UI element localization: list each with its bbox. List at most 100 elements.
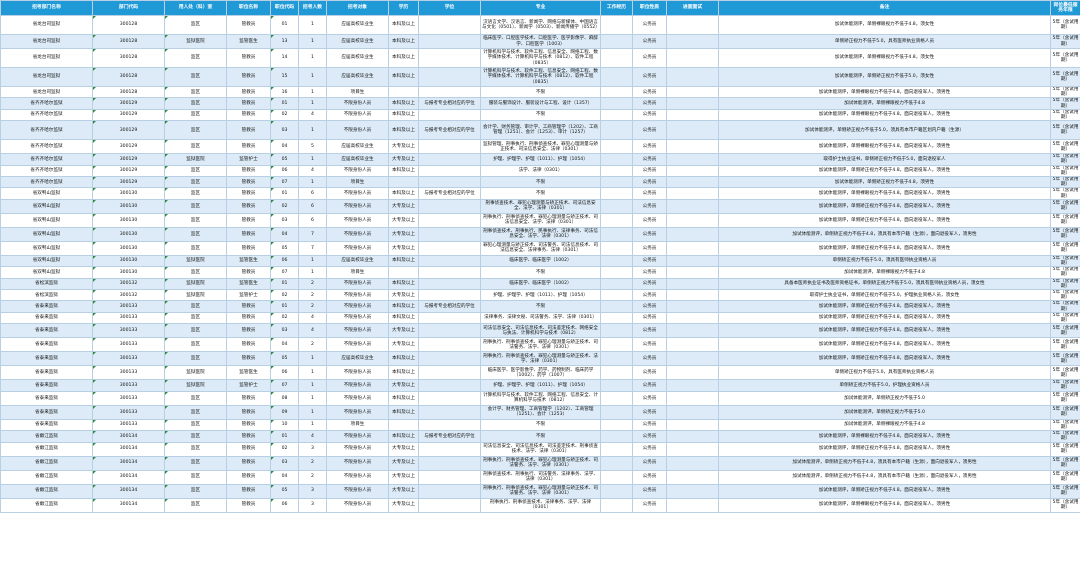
table-cell[interactable]: 加试体能测评，单侧裸眼视力不低于4.8，面向退役军人，须男性 xyxy=(718,85,1051,99)
table-cell[interactable]: 300130 xyxy=(92,198,165,214)
table-cell[interactable]: 公务员 xyxy=(632,15,667,35)
table-cell[interactable]: 计算机科学与技术、软件工程、信息安全、网络工程、数字媒体技术、计算机科学与技术（… xyxy=(480,48,601,68)
table-cell[interactable]: 5年（含试用期） xyxy=(1050,441,1080,457)
table-cell[interactable]: 大专及以上 xyxy=(388,379,419,392)
table-cell[interactable]: 公务员 xyxy=(632,212,667,228)
table-cell[interactable]: 300133 xyxy=(92,300,165,313)
table-cell[interactable] xyxy=(666,483,719,499)
table-cell[interactable]: 不限身份人员 xyxy=(326,289,389,302)
table-cell[interactable]: 大专及以上 xyxy=(388,139,419,155)
table-cell[interactable]: 300133 xyxy=(92,365,165,381)
table-cell[interactable]: 加试体能测评，单侧裸眼视力不低于4.8 xyxy=(718,266,1051,279)
table-cell[interactable]: 省嫩江监狱 xyxy=(0,441,93,457)
table-row[interactable]: 省龙台司监狱 300128 监区 管教员 16 1 项目生 不限 公务员 加试体能测评，单侧裸眼视… xyxy=(0,85,1080,99)
table-cell[interactable] xyxy=(600,108,633,122)
table-cell[interactable]: 02 xyxy=(270,289,299,302)
table-cell[interactable]: 单侧矫正视力不低于5.0，须具有医师执业资格人员 xyxy=(718,254,1051,268)
table-cell[interactable] xyxy=(666,379,719,392)
table-cell[interactable] xyxy=(418,48,481,68)
table-cell[interactable]: 300130 xyxy=(92,226,165,242)
table-cell[interactable] xyxy=(600,418,633,432)
table-cell[interactable] xyxy=(666,365,719,381)
table-cell[interactable]: 4 xyxy=(298,323,327,339)
table-cell[interactable]: 监区 xyxy=(164,48,227,68)
column-header[interactable]: 招考人数 xyxy=(298,0,327,16)
table-cell[interactable]: 公务员 xyxy=(632,153,667,166)
table-cell[interactable] xyxy=(666,289,719,302)
table-cell[interactable]: 1 xyxy=(298,365,327,381)
table-cell[interactable]: 省嫩江监狱 xyxy=(0,430,93,443)
table-cell[interactable] xyxy=(600,176,633,189)
table-cell[interactable]: 300130 xyxy=(92,254,165,268)
table-cell[interactable]: 5年（含试用期） xyxy=(1050,379,1080,392)
table-cell[interactable]: 4 xyxy=(298,108,327,122)
table-cell[interactable]: 大专及以上 xyxy=(388,469,419,485)
table-cell[interactable]: 加试体能测评，单侧裸眼视力不低于4.8，面向退役军人，须男性 xyxy=(718,430,1051,443)
table-cell[interactable] xyxy=(666,97,719,110)
table-cell[interactable]: 监区 xyxy=(164,404,227,420)
table-cell[interactable]: 加试体能测评，单侧裸眼视力不低于4.8，须女性 xyxy=(718,48,1051,68)
table-cell[interactable] xyxy=(666,430,719,443)
table-cell[interactable]: 公务员 xyxy=(632,404,667,420)
table-cell[interactable] xyxy=(666,311,719,325)
table-cell[interactable]: 不限身份人员 xyxy=(326,108,389,122)
table-cell[interactable]: 5年（含试用期） xyxy=(1050,404,1080,420)
table-cell[interactable]: 加试体能测评，单侧矫正视力不低于4.8，面向退役军人，须男性 xyxy=(718,311,1051,325)
table-cell[interactable]: 管教员 xyxy=(226,97,271,110)
table-row[interactable]: 省泰来监狱 300133 监区 管教员 04 2 不限身份人员 大专及以上 刑事执行、刑事侦查技… xyxy=(0,337,1080,353)
table-cell[interactable]: 省泰来监狱 xyxy=(0,300,93,313)
table-cell[interactable]: 省泰来监狱 xyxy=(0,418,93,432)
table-cell[interactable]: 公务员 xyxy=(632,365,667,381)
table-cell[interactable]: 省泰来监狱 xyxy=(0,379,93,392)
table-cell[interactable]: 监狱医院 xyxy=(164,277,227,291)
table-cell[interactable]: 5年（含试用期） xyxy=(1050,469,1080,485)
table-cell[interactable]: 加试体能测评，单侧矫正视力不低于4.8，面向退役军人，须男性 xyxy=(718,240,1051,256)
table-cell[interactable]: 5年（含试用期） xyxy=(1050,108,1080,122)
table-cell[interactable]: 大专及以上 xyxy=(388,455,419,471)
table-cell[interactable]: 公务员 xyxy=(632,266,667,279)
table-cell[interactable]: 管教员 xyxy=(226,323,271,339)
table-cell[interactable]: 5年（含试用期） xyxy=(1050,300,1080,313)
table-cell[interactable] xyxy=(666,48,719,68)
table-cell[interactable]: 300130 xyxy=(92,187,165,200)
table-row[interactable]: 省泰来监狱 300133 监区 管教员 09 1 不限身份人员 本科及以上 会计学、财务管理、工… xyxy=(0,404,1080,420)
table-row[interactable]: 省双鸭山监狱 300130 监狱医院 监管医生 06 1 应届高校毕业生 本科及以上 临床医学、… xyxy=(0,254,1080,268)
table-cell[interactable] xyxy=(600,34,633,49)
table-cell[interactable]: 刑事执行、刑事侦查技术、罪犯心理测量与矫正技术、司法警务、法学、法律（0301） xyxy=(480,483,601,499)
table-row[interactable]: 省齐齐哈尔监狱 300129 监区 管教员 02 4 不限身份人员 本科及以上 不限 公务员 加试体… xyxy=(0,108,1080,122)
table-cell[interactable]: 加试体能测评，单侧矫正视力不低于5.0，须女性 xyxy=(718,67,1051,87)
table-row[interactable]: 省松滨监狱 300132 监狱医院 监管医生 01 2 不限身份人员 本科及以上 临床医学、临床… xyxy=(0,277,1080,291)
table-cell[interactable]: 监区 xyxy=(164,497,227,513)
table-cell[interactable]: 公务员 xyxy=(632,351,667,367)
table-cell[interactable]: 加试体能测评，单侧矫正视力不低于4.8，面向退役军人，须男性 xyxy=(718,337,1051,353)
table-cell[interactable]: 公务员 xyxy=(632,379,667,392)
table-cell[interactable]: 临床医学、口腔医学技术、口腔医学、医学影像学、麻醉学、口腔医学（1003） xyxy=(480,34,601,49)
table-cell[interactable]: 不限 xyxy=(480,418,601,432)
table-cell[interactable]: 1 xyxy=(298,97,327,110)
table-cell[interactable]: 管教员 xyxy=(226,48,271,68)
table-cell[interactable] xyxy=(600,198,633,214)
table-cell[interactable]: 刑事执行、刑事侦查技术、罪犯心理测量与矫正技术、司法警务、法学、法律（0301） xyxy=(480,337,601,353)
table-cell[interactable] xyxy=(666,390,719,406)
table-cell[interactable] xyxy=(600,390,633,406)
table-cell[interactable]: 300129 xyxy=(92,176,165,189)
table-cell[interactable]: 项目生 xyxy=(326,176,389,189)
table-cell[interactable]: 5年（含试用期） xyxy=(1050,430,1080,443)
column-header[interactable]: 学历 xyxy=(388,0,419,16)
table-cell[interactable]: 监区 xyxy=(164,139,227,155)
table-row[interactable]: 省嫩江监狱 300134 监区 管教员 02 3 不限身份人员 大专及以上 司法信息安全、司法信… xyxy=(0,441,1080,457)
table-cell[interactable]: 管教员 xyxy=(226,226,271,242)
table-cell[interactable] xyxy=(418,390,481,406)
table-cell[interactable]: 监区 xyxy=(164,164,227,178)
table-cell[interactable]: 监区 xyxy=(164,351,227,367)
table-cell[interactable]: 5年（含试用期） xyxy=(1050,97,1080,110)
column-header[interactable]: 部门代码 xyxy=(92,0,165,16)
table-cell[interactable]: 公务员 xyxy=(632,323,667,339)
table-cell[interactable]: 不限 xyxy=(480,85,601,99)
table-cell[interactable]: 省双鸭山监狱 xyxy=(0,187,93,200)
table-cell[interactable]: 5年（含试用期） xyxy=(1050,289,1080,302)
table-cell[interactable]: 2 xyxy=(298,289,327,302)
table-cell[interactable]: 公务员 xyxy=(632,240,667,256)
table-cell[interactable]: 300128 xyxy=(92,34,165,49)
table-cell[interactable]: 应届高校毕业生 xyxy=(326,254,389,268)
